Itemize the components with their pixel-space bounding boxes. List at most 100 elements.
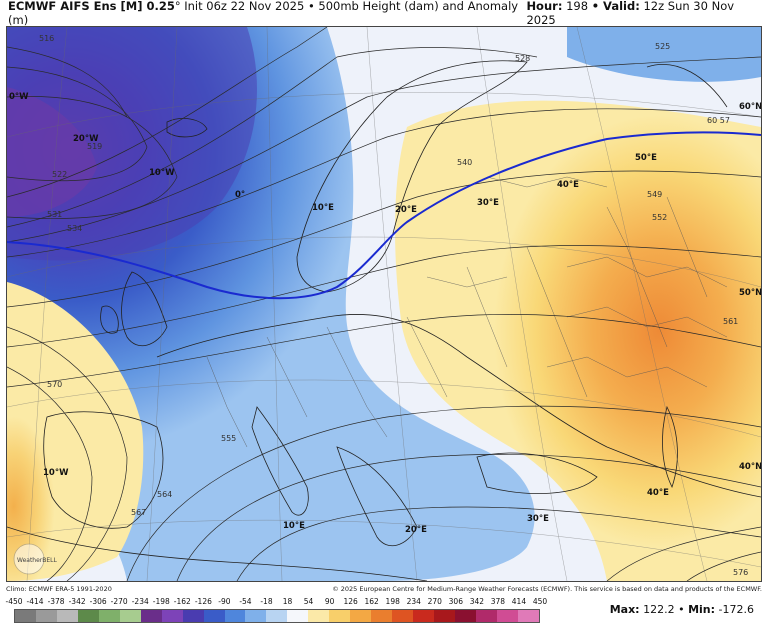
contour-label: 516 <box>39 34 54 43</box>
colorbar-swatches <box>14 609 540 623</box>
climo-credit: Climo: ECMWF ERA-5 1991-2020 <box>6 585 112 593</box>
grid-label: 40°N <box>739 462 761 472</box>
colorbar-swatch <box>119 610 141 622</box>
contour-label: 522 <box>52 170 67 179</box>
colorbar-swatch <box>15 610 36 622</box>
positive-anomaly-ridge <box>395 100 761 581</box>
colorbar-swatch <box>266 610 288 622</box>
init-time: Init 06z 22 Nov 2025 <box>184 0 305 13</box>
grid-label: 20°E <box>405 525 427 535</box>
grid-label: 30°E <box>527 514 549 524</box>
grid-label: 50°N <box>739 288 761 298</box>
contour-label-group: 516 519 522 525 528 531 534 540 549 552 … <box>39 34 748 577</box>
grid-label: 50°E <box>635 153 657 163</box>
colorbar-swatch <box>350 610 372 622</box>
weatherbell-logo: WeatherBELL <box>13 543 58 575</box>
colorbar-tick-label: -270 <box>110 597 128 606</box>
540-dam-line <box>7 131 761 300</box>
header-bar: ECMWF AIFS Ens [M] 0.25° Init 06z 22 Nov… <box>0 0 768 27</box>
colorbar-swatch <box>517 610 539 622</box>
valid-label: • Valid: <box>591 0 640 13</box>
colorbar-tick-label: -306 <box>89 597 107 606</box>
colorbar-tick-label: 18 <box>282 597 293 606</box>
colorbar-tick-label: -90 <box>218 597 231 606</box>
contour-label: 555 <box>221 434 236 443</box>
valid-value: 12z Sun 30 Nov 2025 <box>526 0 735 27</box>
colorbar-swatch <box>287 610 309 622</box>
product-name: • 500mb Height (dam) and Anomaly (m) <box>8 0 519 27</box>
grid-label: 0°W <box>9 92 29 102</box>
height-contours <box>7 27 761 581</box>
colorbar-tick-label: 162 <box>364 597 379 606</box>
colorbar-tick-label: 270 <box>427 597 442 606</box>
colorbar-tick-label: 54 <box>303 597 314 606</box>
credits-bar: Climo: ECMWF ERA-5 1991-2020 © 2025 Euro… <box>0 582 768 596</box>
colorbar-swatch <box>392 610 414 622</box>
colorbar-swatch <box>224 610 246 622</box>
colorbar-tick-label: 414 <box>511 597 527 606</box>
map-svg: 516 519 522 525 528 531 534 540 549 552 … <box>7 27 761 581</box>
colorbar-swatch <box>35 610 57 622</box>
colorbar-swatch <box>98 610 120 622</box>
degree-symbol: ° <box>174 0 181 13</box>
anomaly-colorbar: -450 -414 -378 -342 -306 -270 -234 -198 -162 -126… <box>5 597 547 627</box>
colorbar-tick-label: -162 <box>173 597 191 606</box>
min-label: Min: <box>688 603 716 616</box>
colorbar-tick-label: 306 <box>448 597 463 606</box>
colorbar-swatch <box>455 610 476 622</box>
contour-label: 528 <box>515 54 530 63</box>
colorbar-swatch <box>329 610 351 622</box>
contour-label: 531 <box>47 210 62 219</box>
colorbar-swatch <box>161 610 183 622</box>
grid-label: 20°E <box>395 205 417 215</box>
grid-label: 0° <box>235 190 245 200</box>
hour-value: 198 <box>566 0 589 13</box>
political-borders <box>206 176 728 448</box>
colorbar-tick-label: -378 <box>47 597 65 606</box>
contour-label: 570 <box>47 380 62 389</box>
colorbar-swatch <box>308 610 330 622</box>
header-left: ECMWF AIFS Ens [M] 0.25° Init 06z 22 Nov… <box>8 0 526 27</box>
model-name: ECMWF AIFS Ens [M] 0.25 <box>8 0 175 13</box>
colorbar-tick-label: 126 <box>343 597 358 606</box>
contour-label: 561 <box>723 317 738 326</box>
colorbar-tick-label: 450 <box>532 597 548 606</box>
colorbar-tick-label: 378 <box>490 597 506 606</box>
contour-label: 534 <box>67 224 82 233</box>
colorbar-tick-label: -198 <box>152 597 170 606</box>
contour-label: 567 <box>131 508 146 517</box>
logo-text: WeatherBELL <box>17 557 58 564</box>
contour-label: 519 <box>87 142 102 151</box>
grid-label: 10°W <box>43 468 69 478</box>
colorbar-tick-label: -18 <box>260 597 273 606</box>
contour-label: 552 <box>652 213 667 222</box>
max-label: Max: <box>609 603 640 616</box>
max-value: 122.2 <box>643 603 675 616</box>
colorbar-tick-label: 198 <box>385 597 400 606</box>
colorbar-tick-label: 234 <box>406 597 421 606</box>
colorbar-swatch <box>56 610 78 622</box>
colorbar-swatch <box>413 610 435 622</box>
colorbar-swatch <box>77 610 99 622</box>
colorbar-ticks: -450 -414 -378 -342 -306 -270 -234 -198 -162 -126… <box>5 597 547 607</box>
colorbar-tick-label: -54 <box>239 597 252 606</box>
colorbar-tick-label: -234 <box>131 597 149 606</box>
contour-label: 549 <box>647 190 662 199</box>
max-min-separator: • <box>678 603 685 616</box>
colorbar-tick-label: 342 <box>469 597 485 606</box>
grid-label: 10°E <box>283 521 305 531</box>
map-panel[interactable]: 516 519 522 525 528 531 534 540 549 552 … <box>6 26 762 582</box>
colorbar-tick-label: 90 <box>324 597 335 606</box>
contour-label: 60 57 <box>707 116 730 125</box>
colorbar-swatch <box>245 610 267 622</box>
arctic-trough <box>567 27 761 82</box>
grid-label: 20°W <box>73 134 99 144</box>
colorbar-swatch <box>371 610 393 622</box>
contour-label: 576 <box>733 568 748 577</box>
grid-label: 40°E <box>647 488 669 498</box>
contour-label: 525 <box>655 42 670 51</box>
grid-label: 60°N <box>739 102 761 112</box>
min-value: -172.6 <box>718 603 754 616</box>
grid-label: 10°E <box>312 203 334 213</box>
grid-label: 40°E <box>557 180 579 190</box>
